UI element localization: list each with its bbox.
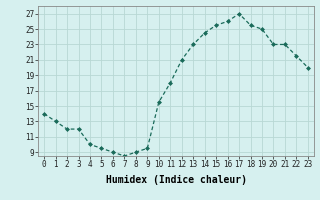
X-axis label: Humidex (Indice chaleur): Humidex (Indice chaleur) xyxy=(106,175,246,185)
